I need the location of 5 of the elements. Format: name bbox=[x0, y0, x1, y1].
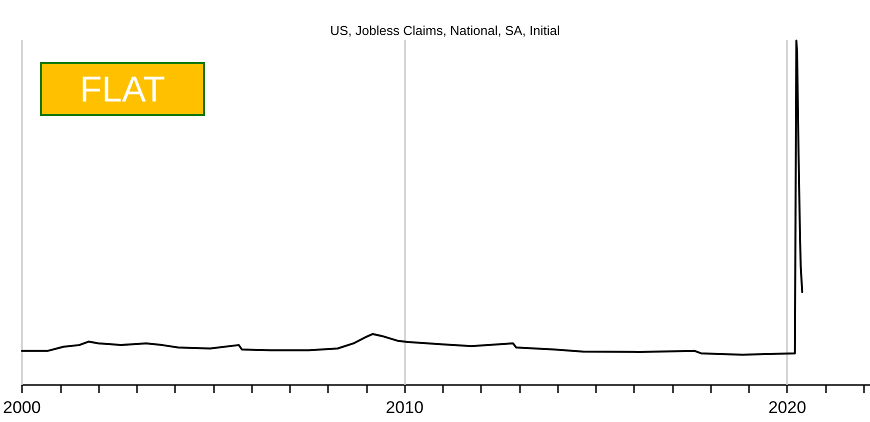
x-tick-label: 2000 bbox=[2, 398, 41, 417]
annotation: FLAT bbox=[80, 68, 166, 110]
x-tick-label: 2020 bbox=[768, 398, 806, 417]
chart-title: US, Jobless Claims, National, SA, Initial bbox=[330, 23, 560, 38]
x-tick-label: 2010 bbox=[386, 398, 424, 417]
